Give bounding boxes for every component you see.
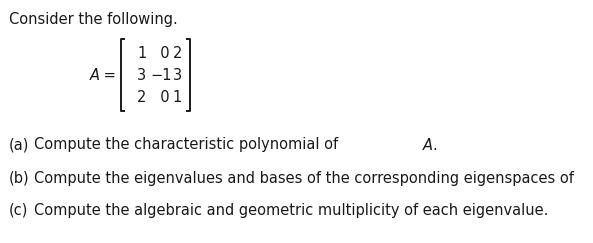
- Text: Compute the algebraic and geometric multiplicity of each eigenvalue.: Compute the algebraic and geometric mult…: [34, 202, 549, 217]
- Text: (b): (b): [9, 171, 30, 185]
- Text: Compute the characteristic polynomial of: Compute the characteristic polynomial of: [34, 138, 348, 153]
- Text: 1: 1: [173, 89, 182, 104]
- Text: 1: 1: [137, 45, 146, 61]
- Text: .: .: [432, 138, 437, 153]
- Text: 3: 3: [173, 68, 182, 83]
- Text: 0: 0: [151, 89, 170, 104]
- Text: 3: 3: [137, 68, 146, 83]
- Text: Compute the eigenvalues and bases of the corresponding eigenspaces of: Compute the eigenvalues and bases of the…: [34, 171, 584, 185]
- Text: A: A: [422, 138, 432, 153]
- Text: −1: −1: [150, 68, 171, 83]
- Text: 0: 0: [151, 45, 170, 61]
- Text: (a): (a): [9, 138, 30, 153]
- Text: (c): (c): [9, 202, 28, 217]
- Text: 2: 2: [137, 89, 146, 104]
- Text: A =: A =: [90, 68, 116, 83]
- Text: 2: 2: [173, 45, 182, 61]
- Text: Consider the following.: Consider the following.: [9, 12, 178, 27]
